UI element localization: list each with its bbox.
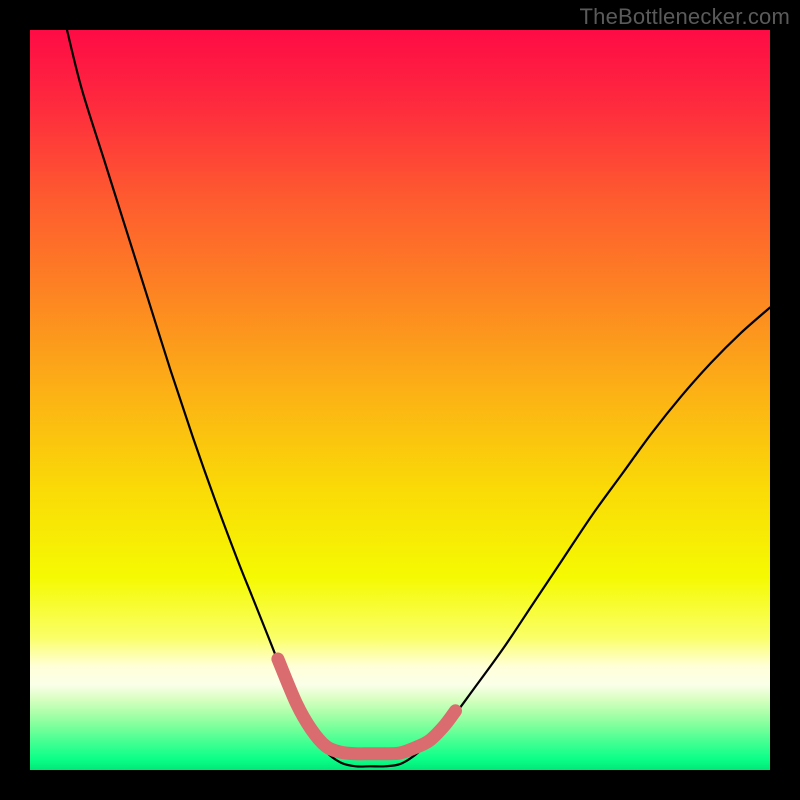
stage: TheBottlenecker.com	[0, 0, 800, 800]
plot-background	[30, 30, 770, 770]
bottleneck-plot	[30, 30, 770, 770]
watermark-text: TheBottlenecker.com	[580, 4, 790, 30]
plot-svg	[30, 30, 770, 770]
